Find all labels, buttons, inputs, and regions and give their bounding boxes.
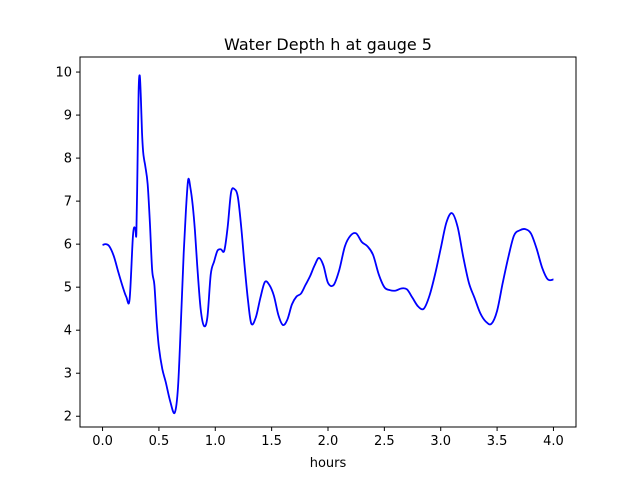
y-tick-label: 6 — [64, 238, 72, 253]
x-axis: 0.0 0.5 1.0 1.5 2.0 2.5 3.0 3.5 4.0 — [92, 427, 564, 449]
y-tick-label: 8 — [64, 152, 72, 167]
x-tick-label: 2.5 — [374, 434, 395, 449]
chart-title: Water Depth h at gauge 5 — [224, 35, 432, 54]
x-tick-label: 3.0 — [430, 434, 451, 449]
series-layer — [102, 74, 554, 415]
y-tick-label: 2 — [64, 410, 72, 425]
x-tick-label: 4.0 — [543, 434, 564, 449]
plot-area — [79, 56, 577, 428]
y-tick-label: 9 — [64, 109, 72, 124]
x-tick-label: 3.5 — [487, 434, 508, 449]
y-tick-label: 5 — [64, 281, 72, 296]
y-tick-label: 7 — [64, 195, 72, 210]
y-tick-label: 10 — [55, 66, 72, 81]
x-tick-label: 2.0 — [318, 434, 339, 449]
x-axis-label: hours — [310, 456, 347, 471]
x-tick-label: 0.0 — [92, 434, 113, 449]
y-tick-label: 4 — [64, 324, 72, 339]
series-line-0 — [102, 74, 554, 415]
y-tick-label: 3 — [64, 367, 72, 382]
x-tick-label: 1.5 — [261, 434, 282, 449]
x-tick-label: 0.5 — [149, 434, 170, 449]
y-axis: 2 3 4 5 6 7 8 9 10 — [55, 66, 80, 425]
x-tick-label: 1.0 — [205, 434, 226, 449]
